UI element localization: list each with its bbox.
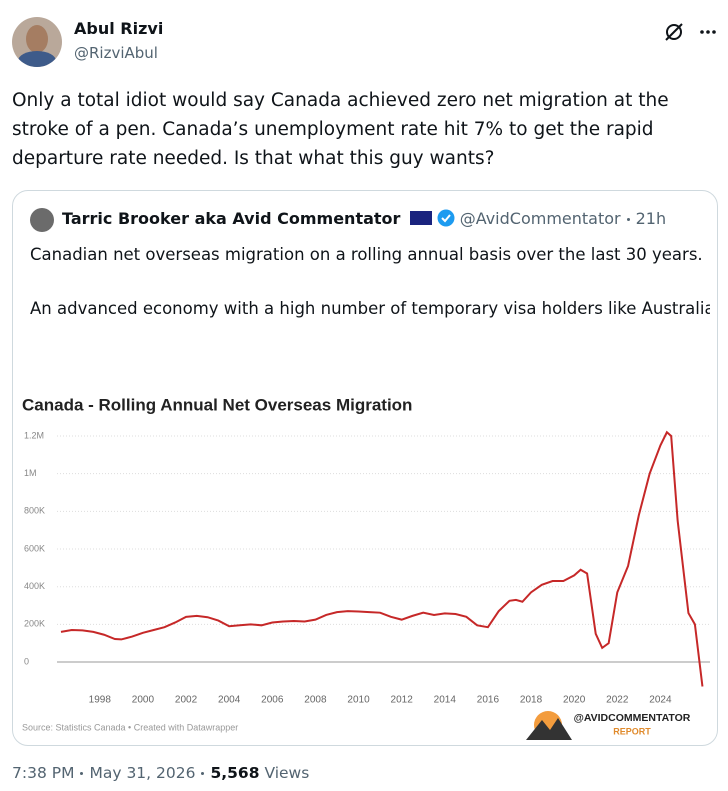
x-tick-label: 2022	[606, 694, 629, 705]
logo-text: @AVIDCOMMENTATOR	[574, 712, 691, 724]
quoted-tweet[interactable]	[12, 190, 718, 746]
author-name[interactable]: Abul Rizvi	[74, 19, 164, 38]
x-tick-label: 2004	[218, 694, 241, 705]
x-tick-label: 2020	[563, 694, 586, 705]
chart-source: Source: Statistics Canada • Created with…	[22, 722, 238, 732]
quoted-time: 21h	[635, 209, 667, 228]
data-line	[60, 430, 704, 687]
quoted-text: Canadian net overseas migration on a rol…	[30, 241, 710, 322]
views-count: 5,568	[210, 764, 260, 782]
author-avatar[interactable]	[12, 17, 62, 67]
x-tick-label: 2024	[649, 694, 672, 705]
tweet-footer: 7:38 PM May 31, 2026 5,568 Views	[12, 764, 309, 782]
logo: @AVIDCOMMENTATOR REPORT	[526, 711, 691, 740]
x-tick-label: 2010	[347, 694, 370, 705]
chart-title: Canada - Rolling Annual Net Overseas Mig…	[22, 395, 412, 414]
tweet-time[interactable]: 7:38 PM	[12, 764, 75, 782]
author-handle[interactable]: @RizviAbul	[74, 44, 158, 62]
x-tick-label: 2000	[132, 694, 155, 705]
x-tick-label: 2014	[434, 694, 457, 705]
tweet-text: Only a total idiot would say Canada achi…	[12, 90, 669, 169]
header-icons[interactable]	[662, 20, 722, 44]
quoted-avatar[interactable]	[30, 208, 54, 232]
y-tick-label: 200K	[24, 619, 45, 629]
quoted-handle[interactable]: @AvidCommentator	[459, 209, 621, 228]
y-tick-label: 1M	[24, 468, 37, 478]
x-tick-label: 2006	[261, 694, 284, 705]
chart: Canada - Rolling Annual Net Overseas Mig…	[22, 395, 710, 740]
verified-badge	[437, 209, 455, 227]
y-tick-label: 0	[24, 656, 29, 666]
y-tick-label: 800K	[24, 506, 45, 516]
x-tick-label: 1998	[89, 694, 112, 705]
y-tick-label: 600K	[24, 543, 45, 553]
quoted-paragraph: An advanced economy with a high number o…	[30, 299, 710, 318]
x-tick-label: 2016	[477, 694, 500, 705]
quoted-header: Tarric Brooker aka Avid Commentator @Avi…	[62, 209, 666, 228]
x-tick-label: 2018	[520, 694, 543, 705]
x-tick-label: 2008	[304, 694, 327, 705]
x-tick-label: 2002	[175, 694, 198, 705]
y-tick-label: 400K	[24, 581, 45, 591]
quoted-name[interactable]: Tarric Brooker aka Avid Commentator	[62, 209, 401, 228]
y-tick-label: 1.2M	[24, 430, 44, 440]
quoted-paragraph: Canadian net overseas migration on a rol…	[30, 245, 703, 264]
flag	[409, 211, 432, 225]
views-label: Views	[264, 764, 310, 782]
x-tick-label: 2012	[391, 694, 414, 705]
tweet-date[interactable]: May 31, 2026	[89, 764, 196, 782]
logo-subtext: REPORT	[613, 726, 651, 736]
